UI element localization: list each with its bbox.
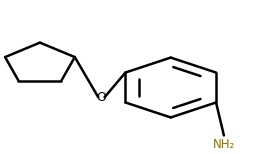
Text: O: O — [97, 91, 106, 104]
Text: NH₂: NH₂ — [213, 138, 235, 151]
